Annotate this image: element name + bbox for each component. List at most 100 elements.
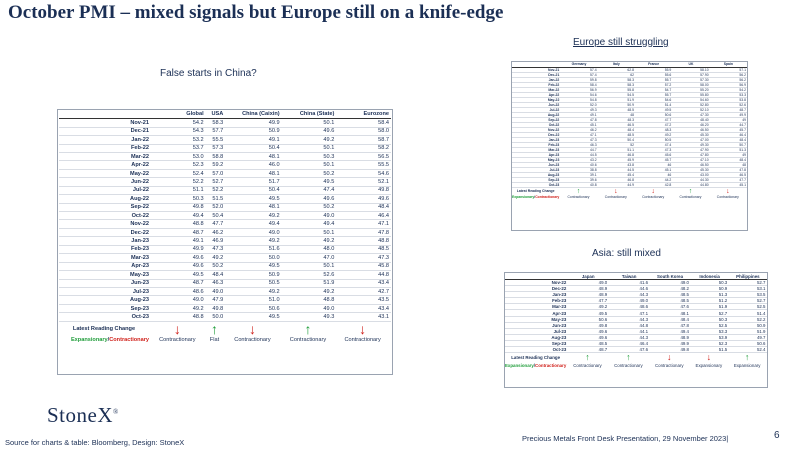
table-cell: 46.2 xyxy=(205,228,226,238)
table-cell: 49.5 xyxy=(225,262,282,272)
table-cell: 48.40 xyxy=(672,117,710,123)
table-row: Jul-22 51.1 52.2 50.4 47.4 49.8 xyxy=(59,186,391,196)
row-date: Nov-21 xyxy=(59,118,151,128)
table-cell: 45.7 xyxy=(634,157,673,163)
table-cell: 44.7 xyxy=(560,147,598,153)
column-header: France xyxy=(634,62,673,68)
table-cell: 49.6 xyxy=(151,262,206,272)
row-date: Dec-22 xyxy=(59,228,151,238)
table-cell: 56.5 xyxy=(336,152,391,162)
table-cell: 48.3 xyxy=(634,127,673,133)
table-cell: 49.7 xyxy=(728,334,767,341)
arrow-up-icon: ↑ xyxy=(626,352,631,363)
table-cell: 57.2 xyxy=(634,82,673,88)
table-cell: 47.1 xyxy=(336,219,391,229)
table-cell: 50.7 xyxy=(709,142,747,148)
table-cell: 49.0 xyxy=(567,279,609,287)
table-cell: 50.3 xyxy=(151,194,206,204)
table-cell: 53.2 xyxy=(151,135,206,145)
table-cell: 52.2 xyxy=(728,316,767,323)
table-cell: 45.8 xyxy=(336,262,391,272)
table-cell: 58.3 xyxy=(205,118,226,128)
table-cell: 46.4 xyxy=(336,211,391,221)
table-row: Aug-23 39.1 45.4 46 43.00 46.5 xyxy=(512,172,747,178)
table-cell: 47.6 xyxy=(649,303,691,311)
table-cell: 38.8 xyxy=(560,167,598,173)
table-cell: 49.2 xyxy=(151,304,206,314)
row-date: Apr-22 xyxy=(59,160,151,170)
table-cell: 50.1 xyxy=(281,160,337,170)
table-cell: 52.0 xyxy=(205,203,226,213)
table-cell: 49.1 xyxy=(151,236,206,246)
change-arrow-cell: ↓ xyxy=(225,321,281,336)
table-cell: 48.5 xyxy=(649,291,691,299)
row-date: Jul-22 xyxy=(59,186,151,196)
table-cell: 49.2 xyxy=(225,287,282,297)
table-cell: 48.4 xyxy=(709,137,747,143)
table-cell: 49.2 xyxy=(205,253,226,263)
table-row: Apr-23 44.5 46.8 45.6 47.80 49 xyxy=(512,152,747,158)
key-separator: / xyxy=(107,336,110,343)
table-row: Jan-23 48.9 44.3 48.5 51.3 53.5 xyxy=(505,291,767,299)
table-cell: 46.3 xyxy=(560,142,598,148)
table-row: Jan-23 47.3 50.4 50.5 47.00 48.4 xyxy=(512,137,747,143)
table-cell: 47.2 xyxy=(634,122,673,128)
row-date: Apr-23 xyxy=(512,152,561,158)
table-cell: 46.8 xyxy=(597,152,635,158)
table-cell: 47.30 xyxy=(672,112,710,118)
arrow-down-icon: ↓ xyxy=(173,321,181,336)
row-date: Dec-21 xyxy=(512,72,561,78)
table-cell: 49.0 xyxy=(151,295,206,305)
row-date: Jan-23 xyxy=(512,137,561,143)
table-cell: 46.8 xyxy=(597,177,635,183)
status-key: Expansionary/Contractionary xyxy=(59,336,151,344)
table-cell: 48.9 xyxy=(567,285,609,293)
table-cell: 55.80 xyxy=(672,92,710,98)
table-cell: 58.7 xyxy=(336,135,391,145)
table-cell: 49.6 xyxy=(336,194,391,204)
table-cell: 50.4 xyxy=(597,137,635,143)
status-cell: Contractionary xyxy=(642,195,665,200)
china-pmi-table: Global USA China (Caixin) China (State) Euro… xyxy=(59,110,391,344)
status-cell: Contractionary xyxy=(344,336,381,343)
stonex-logo: StoneX® xyxy=(47,403,119,427)
table-cell: 58.2 xyxy=(336,144,391,153)
change-arrow-cell: ↓ xyxy=(650,353,691,363)
table-row: Jun-23 40.6 43.8 46 46.50 48 xyxy=(512,162,747,168)
table-cell: 52.1 xyxy=(336,177,391,187)
table-cell: 48.5 xyxy=(597,132,635,138)
column-header: Eurozone xyxy=(336,110,391,120)
table-cell: 49.8 xyxy=(205,304,226,314)
table-cell: 46.0 xyxy=(225,160,282,170)
table-cell: 47.7 xyxy=(709,177,747,183)
column-header: Indonesia xyxy=(690,273,729,280)
table-cell: 44.6 xyxy=(608,285,650,293)
row-date: Mar-22 xyxy=(512,87,561,93)
table-row: Apr-22 54.6 54.5 55.7 55.80 53.3 xyxy=(512,92,747,98)
table-cell: 49.5 xyxy=(225,194,282,204)
table-cell: 54.6 xyxy=(336,169,391,179)
table-cell: 50.6 xyxy=(728,340,767,348)
table-cell: 45.9 xyxy=(597,157,635,163)
table-row: Mar-23 44.7 51.1 47.3 47.90 51.3 xyxy=(512,147,747,153)
table-cell: 52 xyxy=(597,142,635,148)
table-cell: 57.3 xyxy=(205,144,226,153)
table-row: Mar-22 53.0 58.8 48.1 50.3 56.5 xyxy=(59,152,391,162)
table-row: Nov-22 46.2 48.4 48.3 46.50 45.7 xyxy=(512,127,747,133)
row-date: Oct-23 xyxy=(512,182,561,188)
table-cell: 48.5 xyxy=(597,107,635,113)
table-cell: 46.50 xyxy=(672,162,710,168)
table-cell: 47.8 xyxy=(560,117,598,123)
table-cell: 56.2 xyxy=(709,77,747,83)
table-cell: 58.0 xyxy=(336,127,391,137)
arrow-up-icon: ↑ xyxy=(688,187,693,195)
table-cell: 51.3 xyxy=(690,291,729,299)
arrow-down-icon: ↓ xyxy=(248,321,256,336)
table-row: Jan-22 59.8 58.3 55.7 57.30 56.2 xyxy=(512,77,747,83)
table-cell: 47.80 xyxy=(672,152,710,158)
table-row: Feb-23 49.9 47.3 51.6 48.0 48.5 xyxy=(59,245,391,255)
table-cell: 48 xyxy=(597,112,635,118)
arrow-down-icon: ↓ xyxy=(667,352,672,363)
change-arrow-cell: ↓ xyxy=(598,187,635,195)
table-row: Feb-22 58.4 58.3 57.2 58.00 56.9 xyxy=(512,82,747,88)
